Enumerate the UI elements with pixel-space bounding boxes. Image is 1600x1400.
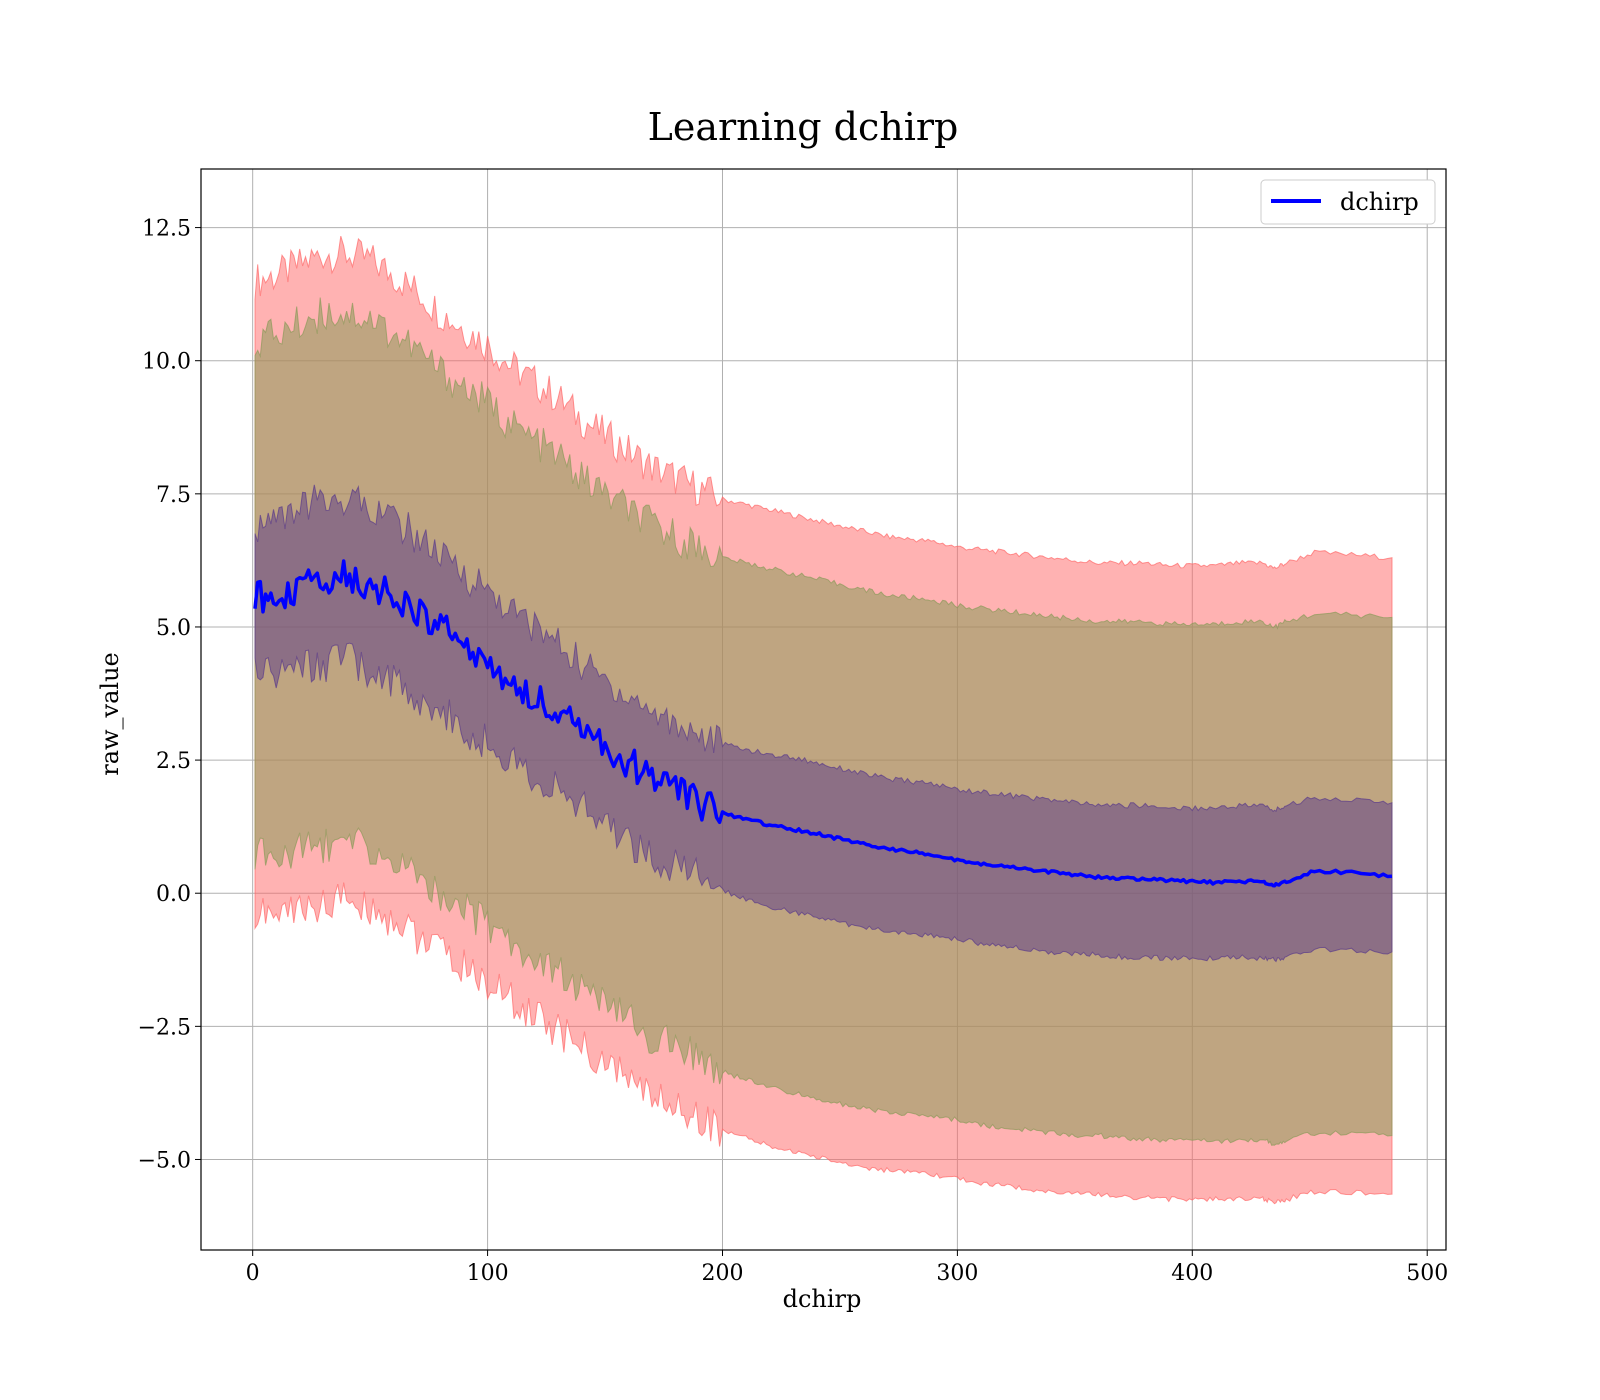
x-tick-label: 200 [701, 1261, 743, 1286]
x-tick-label: 400 [1171, 1261, 1213, 1286]
y-tick-label: −5.0 [138, 1148, 191, 1173]
y-tick-label: −2.5 [138, 1015, 191, 1040]
legend-box [1260, 179, 1436, 225]
x-axis-label: dchirp [783, 1285, 862, 1313]
x-tick-label: 0 [246, 1261, 260, 1286]
y-tick-label: 2.5 [156, 749, 191, 774]
y-tick-label: 7.5 [156, 483, 191, 508]
chart-title: Learning dchirp [648, 105, 959, 149]
axis-ticks: 0 100 200 300 400 500 −5.0 −2.5 0.0 2.5 5.0 7.5 10.0… [138, 217, 1449, 1286]
y-axis-label: raw_value [96, 652, 124, 776]
x-tick-label: 100 [467, 1261, 509, 1286]
confidence-bands [254, 235, 1393, 1205]
y-tick-label: 0.0 [156, 882, 191, 907]
y-tick-label: 5.0 [156, 616, 191, 641]
x-tick-label: 500 [1406, 1261, 1448, 1286]
y-tick-label: 10.0 [142, 350, 191, 375]
band-inner [254, 484, 1393, 963]
legend-label-dchirp: dchirp [1340, 188, 1419, 216]
legend: dchirp [1260, 179, 1436, 225]
plot-frame [200, 168, 1447, 1251]
series-lines [253, 559, 1393, 888]
y-tick-label: 12.5 [142, 217, 191, 242]
x-tick-label: 300 [936, 1261, 978, 1286]
series-line-dchirp [253, 559, 1393, 888]
